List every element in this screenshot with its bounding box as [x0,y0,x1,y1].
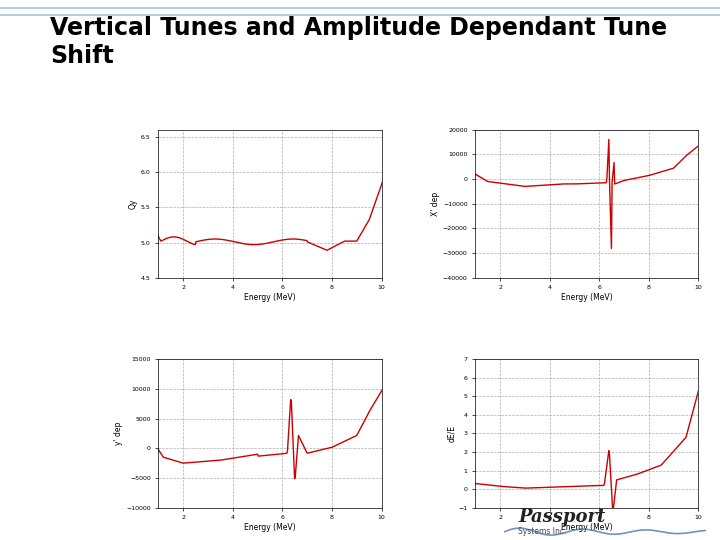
Text: Systems Inc.: Systems Inc. [518,526,567,536]
Text: Passport: Passport [518,509,606,526]
Y-axis label: y' dep: y' dep [114,422,123,445]
Text: Vertical Tunes and Amplitude Dependant Tune
Shift: Vertical Tunes and Amplitude Dependant T… [50,16,667,68]
X-axis label: Energy (MeV): Energy (MeV) [561,523,613,532]
X-axis label: Energy (MeV): Energy (MeV) [244,523,296,532]
X-axis label: Energy (MeV): Energy (MeV) [561,293,613,302]
X-axis label: Energy (MeV): Energy (MeV) [244,293,296,302]
Y-axis label: dE/E: dE/E [446,425,456,442]
Y-axis label: Qy: Qy [129,199,138,209]
Y-axis label: X' dep: X' dep [431,192,440,216]
